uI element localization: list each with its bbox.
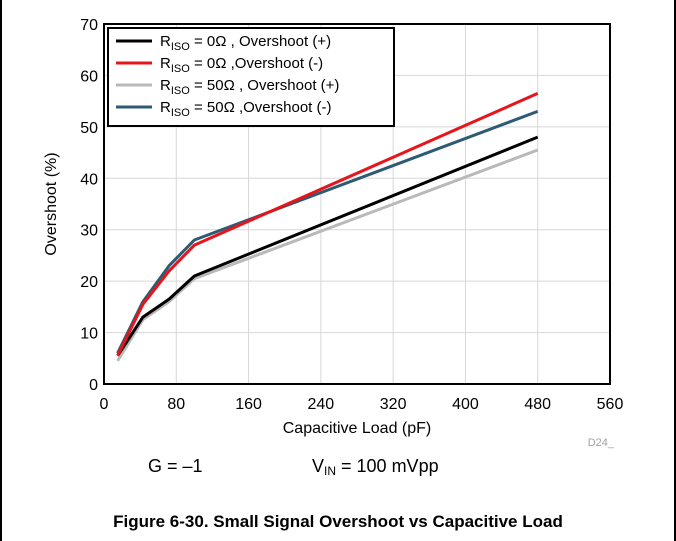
- legend-label-3: RISO = 50Ω , Overshoot (+): [160, 77, 339, 97]
- x-axis-label: Capacitive Load (pF): [283, 420, 432, 437]
- legend-label-subscript: ISO: [171, 63, 190, 75]
- gain-condition: G = –1: [148, 456, 203, 476]
- y-tick-label: 30: [80, 223, 98, 240]
- plot-border: [103, 23, 611, 385]
- vin-symbol: V: [312, 456, 325, 476]
- y-tick-label: 40: [80, 171, 98, 188]
- x-tick-label: 480: [524, 396, 551, 413]
- legend-label-subscript: ISO: [171, 107, 190, 119]
- legend-label-suffix: = 0Ω , Overshoot (+): [190, 33, 331, 50]
- series-line-3: [116, 148, 539, 362]
- y-axis-label: Overshoot (%): [43, 152, 60, 255]
- x-tick-label: 400: [452, 396, 479, 413]
- legend-label-suffix: = 50Ω , Overshoot (+): [190, 77, 340, 94]
- legend-label-suffix: = 0Ω ,Overshoot (-): [190, 55, 323, 72]
- legend-label-prefix: R: [160, 55, 171, 72]
- y-tick-label: 50: [80, 120, 98, 137]
- y-tick-label: 10: [80, 326, 98, 343]
- legend-label-2: RISO = 0Ω ,Overshoot (-): [160, 55, 323, 75]
- x-tick-label: 160: [235, 396, 262, 413]
- x-tick-label: 560: [597, 396, 624, 413]
- legend-label-prefix: R: [160, 99, 171, 116]
- legend-box: [107, 27, 395, 127]
- legend-label-suffix: = 50Ω ,Overshoot (-): [190, 99, 332, 116]
- x-tick-label: 0: [100, 396, 109, 413]
- x-tick-label: 240: [308, 396, 335, 413]
- tick-labels: 0 80 160 240 320 400 480 560 0 10 20 30 40 50 60 70: [80, 17, 623, 413]
- legend-label-prefix: R: [160, 33, 171, 50]
- series-line-4: [116, 109, 539, 354]
- y-tick-label: 60: [80, 68, 98, 85]
- figure-id-annotation: D24_: [588, 437, 615, 449]
- x-tick-label: 80: [167, 396, 185, 413]
- series-line-1: [116, 135, 539, 357]
- legend-items: RISO = 0Ω , Overshoot (+)RISO = 0Ω ,Over…: [116, 33, 339, 119]
- vin-value: = 100 mVpp: [336, 456, 439, 476]
- vin-subscript: IN: [324, 464, 337, 478]
- y-tick-label: 70: [80, 17, 98, 34]
- figure-caption: Figure 6-30. Small Signal Overshoot vs C…: [113, 512, 563, 531]
- x-tick-label: 320: [380, 396, 407, 413]
- y-tick-label: 20: [80, 274, 98, 291]
- legend: RISO = 0Ω , Overshoot (+)RISO = 0Ω ,Over…: [107, 27, 395, 127]
- legend-label-1: RISO = 0Ω , Overshoot (+): [160, 33, 331, 53]
- series-lines: [116, 92, 539, 362]
- vin-condition: VIN = 100 mVpp: [312, 456, 439, 478]
- legend-label-subscript: ISO: [171, 41, 190, 53]
- series-line-2: [116, 92, 539, 357]
- legend-label-4: RISO = 50Ω ,Overshoot (-): [160, 99, 331, 119]
- y-tick-label: 0: [89, 377, 98, 394]
- legend-label-subscript: ISO: [171, 85, 190, 97]
- legend-label-prefix: R: [160, 77, 171, 94]
